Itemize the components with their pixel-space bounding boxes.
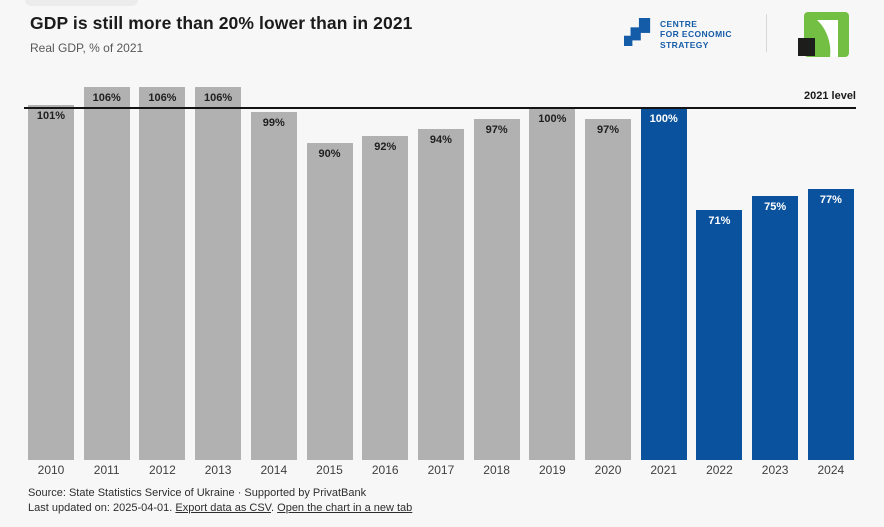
x-axis: 2010 2011 2012 2013 2014 2015 2016 2017 2018 2019… — [28, 463, 854, 477]
bar-2017[interactable]: 94% — [417, 129, 464, 460]
bar-value-label: 106% — [204, 91, 233, 104]
bar-value-label: 100% — [538, 113, 567, 125]
bar-value-label: 101% — [36, 109, 66, 122]
bar-2023[interactable]: 75% — [752, 196, 799, 460]
x-axis-label-2013: 2013 — [204, 463, 232, 477]
bar-value-label: 97% — [597, 123, 620, 136]
x-axis-label-2019: 2019 — [538, 463, 566, 477]
ces-stairs-icon — [624, 16, 652, 53]
bar-value-label: 75% — [764, 201, 787, 213]
x-axis-label-2020: 2020 — [594, 463, 622, 477]
logo-divider — [766, 14, 767, 52]
bar-2022[interactable]: 71% — [696, 210, 743, 460]
x-axis-label-2017: 2017 — [427, 463, 455, 477]
x-axis-label-2014: 2014 — [260, 463, 288, 477]
bar-2012[interactable]: 106% — [139, 86, 186, 460]
chart-footer: Source: State Statistics Service of Ukra… — [28, 486, 412, 515]
updated-line: Last updated on: 2025-04-01. Export data… — [28, 501, 413, 514]
x-axis-label-2010: 2010 — [37, 463, 65, 477]
bar-value-label: 106% — [92, 91, 121, 104]
reference-line-label: 2021 level — [804, 90, 856, 102]
x-axis-label-2012: 2012 — [149, 463, 176, 477]
bar-2021[interactable]: 100% — [640, 108, 687, 460]
bar-2024[interactable]: 77% — [807, 189, 854, 460]
bar-2016[interactable]: 92% — [362, 136, 409, 460]
bar-2010[interactable]: 101% — [28, 104, 74, 460]
ces-logo-text: CENTRE FOR ECONOMIC STRATEGY — [660, 18, 732, 50]
x-axis-label-2015: 2015 — [316, 463, 343, 477]
chart-title: GDP is still more than 20% lower than in… — [30, 13, 413, 33]
bar-2015[interactable]: 90% — [306, 143, 353, 460]
reference-line-2021-level — [24, 107, 856, 110]
top-edge-artifact — [25, 0, 138, 6]
bar-value-label: 90% — [318, 148, 341, 161]
x-axis-label-2016: 2016 — [371, 463, 399, 477]
x-axis-label-2011: 2011 — [93, 463, 120, 477]
bar-2014[interactable]: 99% — [250, 111, 297, 460]
bar-value-label: 99% — [262, 116, 285, 129]
x-axis-label-2024: 2024 — [817, 463, 845, 477]
export-csv-link[interactable]: Export data as CSV — [175, 501, 272, 514]
bar-2013[interactable]: 106% — [195, 86, 242, 460]
x-axis-label-2023: 2023 — [761, 463, 789, 477]
bar-value-label: 97% — [485, 123, 508, 136]
bar-value-label: 106% — [148, 91, 177, 104]
x-axis-label-2018: 2018 — [483, 463, 510, 477]
bar-2019[interactable]: 100% — [529, 108, 576, 460]
bar-value-label: 71% — [708, 215, 731, 228]
bar-value-label: 92% — [374, 141, 397, 154]
bar-chart: 101% 106% 106% 106% 99% 90% 92% 94% 97% 100% 97% 10… — [28, 80, 854, 460]
chart-subtitle: Real GDP, % of 2021 — [30, 41, 144, 55]
bar-value-label: 100% — [649, 113, 678, 125]
source-line: Source: State Statistics Service of Ukra… — [28, 487, 367, 499]
x-axis-label-2022: 2022 — [706, 463, 733, 477]
open-chart-link[interactable]: Open the chart in a new tab — [277, 501, 413, 514]
bar-2011[interactable]: 106% — [83, 86, 130, 460]
ces-logo: CENTRE FOR ECONOMIC STRATEGY — [624, 16, 732, 53]
privatbank-logo-icon — [798, 11, 850, 59]
bar-value-label: 77% — [819, 194, 842, 206]
x-axis-label-2021: 2021 — [650, 463, 678, 477]
bar-value-label: 94% — [429, 134, 452, 147]
bar-2018[interactable]: 97% — [473, 118, 520, 460]
bar-2020[interactable]: 97% — [585, 118, 632, 460]
updated-text: Last updated on: 2025-04-01. — [28, 501, 176, 514]
